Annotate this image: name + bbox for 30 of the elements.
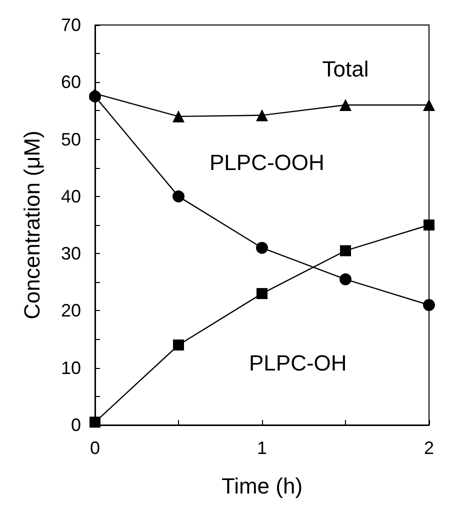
point: [90, 416, 100, 428]
point: [423, 299, 435, 311]
point: [89, 88, 101, 100]
point: [256, 109, 268, 122]
series-label: PLPC-OOH: [210, 150, 324, 175]
point: [172, 190, 184, 202]
x-tick-label: 1: [256, 438, 268, 458]
point: [172, 110, 184, 122]
point: [340, 273, 352, 286]
point: [340, 245, 351, 256]
point: [256, 242, 268, 254]
point: [340, 99, 352, 111]
point: [173, 340, 184, 350]
y-tick-label: 0: [70, 415, 81, 435]
y-tick-label: 20: [60, 300, 81, 321]
x-tick-label: 0: [90, 438, 100, 458]
point: [424, 220, 434, 230]
y-tick-label: 40: [60, 186, 81, 206]
y-axis-title: Concentration (μM): [20, 130, 44, 320]
y-tick-label: 10: [60, 358, 81, 378]
y-tick-label: 70: [60, 15, 81, 35]
point: [423, 99, 435, 111]
point: [256, 288, 268, 300]
y-tick-label: 30: [60, 244, 81, 264]
series-label: Total: [322, 56, 369, 82]
x-tick-label: 2: [424, 438, 434, 458]
y-tick-label: 50: [60, 129, 81, 150]
x-axis-title: Time (h): [221, 474, 303, 498]
series-label: PLPC-OH: [249, 350, 347, 376]
y-tick-label: 60: [60, 72, 81, 92]
